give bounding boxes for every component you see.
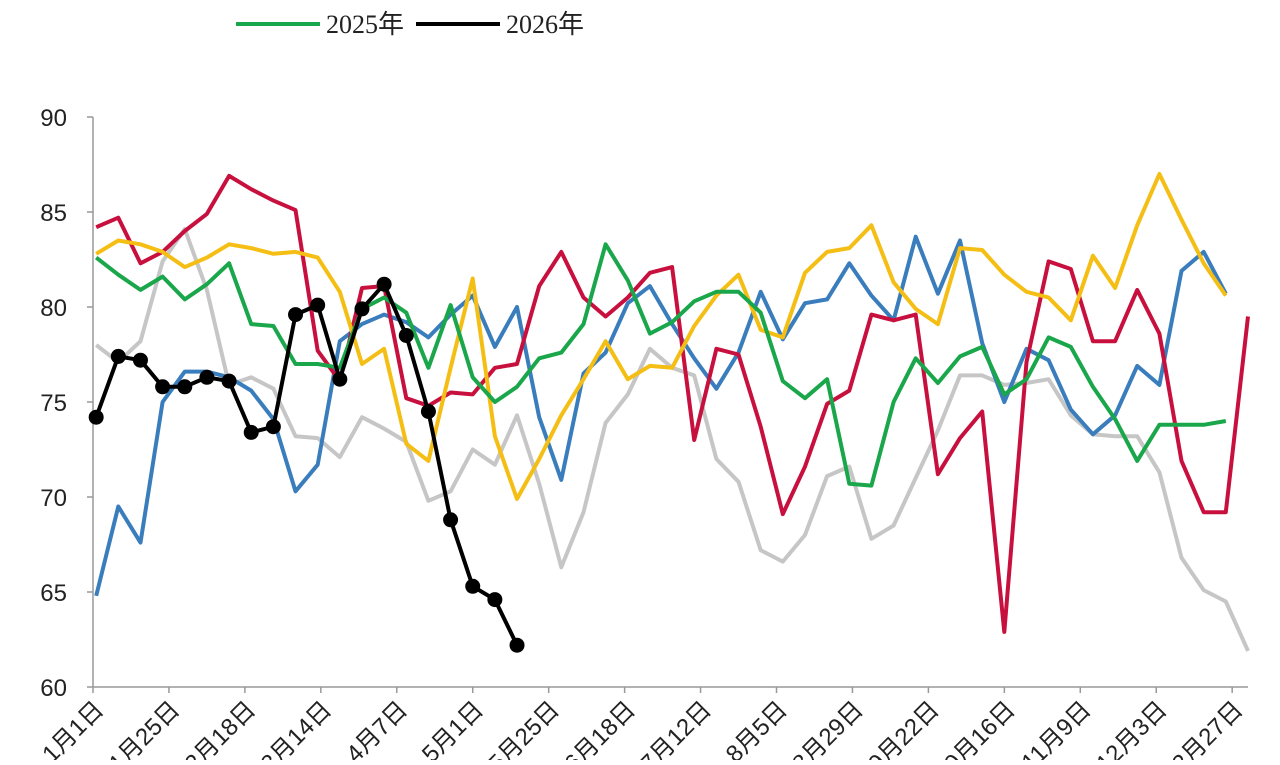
series-line <box>94 234 1228 597</box>
series-line <box>94 227 1250 652</box>
y-tick-label: 75 <box>40 390 67 417</box>
x-tick-label: 11月9日 <box>1016 696 1096 760</box>
legend-label: 2026年 <box>506 10 584 39</box>
x-tick-label: 9月22日 <box>863 696 944 760</box>
x-tick-label: 5月1日 <box>417 696 489 760</box>
x-tick-label: 1月25日 <box>104 696 185 760</box>
y-tick-label: 65 <box>40 580 67 607</box>
x-tick-label: 2月18日 <box>180 696 261 760</box>
point <box>398 328 414 343</box>
point <box>487 592 503 608</box>
point <box>155 379 171 395</box>
y-tick-label: 70 <box>40 485 67 512</box>
point <box>199 369 215 385</box>
x-tick-label: 1月1日 <box>37 696 109 760</box>
legend: 2025年 2026年 <box>236 10 584 39</box>
x-tick-label: 4月7日 <box>341 696 413 760</box>
point <box>243 424 259 440</box>
y-tick-label: 80 <box>40 295 67 322</box>
y-tick-label: 90 <box>40 105 67 132</box>
point <box>443 512 459 528</box>
x-tick-label: 12月27日 <box>1158 696 1249 760</box>
series-line <box>95 173 1250 634</box>
series-line <box>95 172 1228 501</box>
point <box>376 276 392 292</box>
x-tick-label: 8月29日 <box>787 696 868 760</box>
point <box>354 301 370 317</box>
point <box>420 404 436 419</box>
x-tick-label: 3月14日 <box>256 696 337 760</box>
point <box>310 297 326 313</box>
x-tick-label: 10月16日 <box>930 696 1021 760</box>
y-tick-label: 60 <box>40 675 67 702</box>
x-tick-label: 7月12日 <box>635 696 716 760</box>
point <box>221 373 237 389</box>
point <box>288 307 304 323</box>
point <box>110 348 126 364</box>
series-line <box>94 282 519 647</box>
x-tick-label: 6月18日 <box>560 696 641 760</box>
x-tick-label: 5月25日 <box>484 696 565 760</box>
point <box>465 578 481 594</box>
point <box>332 371 348 387</box>
legend-label: 2025年 <box>326 10 404 39</box>
x-tick-label: 12月3日 <box>1091 696 1172 760</box>
y-tick-label: 85 <box>40 200 67 227</box>
point <box>132 352 148 368</box>
point <box>177 379 193 395</box>
x-tick-label: 8月5日 <box>721 696 793 760</box>
series-line <box>94 242 1227 488</box>
point <box>265 419 281 435</box>
point <box>509 637 525 653</box>
point <box>88 409 104 425</box>
